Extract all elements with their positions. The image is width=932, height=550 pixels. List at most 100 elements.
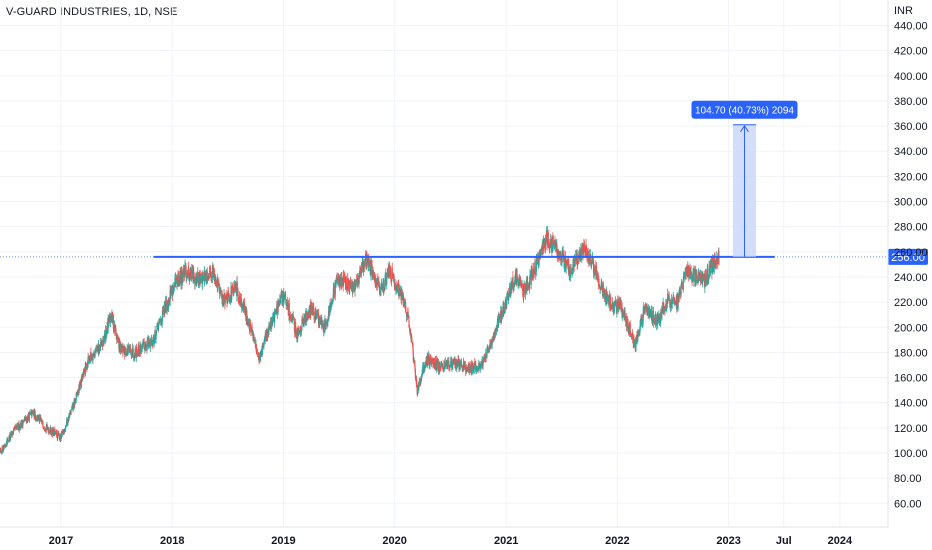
y-tick-label: 140.00: [894, 398, 928, 410]
candle-body: [300, 331, 302, 334]
candle-body: [488, 347, 491, 351]
candle-body: [472, 366, 475, 369]
candle-body: [157, 322, 159, 328]
candle-body: [511, 284, 513, 290]
candle-body: [629, 323, 631, 334]
candle-body: [25, 418, 28, 422]
candle-body: [393, 279, 395, 288]
candle-body: [558, 250, 560, 259]
candle-body: [320, 317, 322, 319]
candle-body: [308, 307, 310, 317]
candle-body: [381, 284, 383, 287]
candle-body: [166, 305, 168, 310]
candle-body: [522, 287, 525, 299]
candle-body: [382, 280, 384, 291]
candle-body: [613, 310, 615, 312]
candle-body: [422, 367, 424, 375]
grid-lines: [0, 0, 888, 527]
candle-body: [398, 283, 400, 291]
x-tick-label: 2024: [828, 535, 853, 547]
candle-body: [196, 271, 198, 274]
candle-body: [434, 359, 437, 369]
candle-body: [709, 269, 711, 275]
candle-body: [202, 273, 204, 280]
candle-body: [246, 311, 248, 322]
candle-body: [415, 376, 417, 384]
candle-body: [228, 298, 231, 301]
candle-body: [175, 278, 177, 284]
candle-body: [301, 318, 303, 328]
candle-body: [593, 271, 595, 274]
candle-body: [279, 298, 282, 303]
y-tick-label: 160.00: [894, 373, 928, 385]
candle-body: [456, 360, 458, 365]
candle-body: [496, 321, 498, 331]
candle-body: [121, 348, 123, 352]
candle-body: [604, 293, 607, 302]
candle-body: [15, 426, 17, 427]
candle-body: [326, 319, 328, 326]
candle-body: [492, 335, 495, 338]
candle-body: [84, 363, 86, 375]
candle-body: [705, 275, 708, 277]
candle-body: [206, 279, 209, 281]
candle-body: [479, 365, 481, 369]
candle-body: [417, 385, 419, 388]
candle-body: [276, 305, 278, 309]
candle-body: [710, 264, 712, 266]
candle-body: [340, 277, 342, 285]
candle-body: [459, 362, 461, 370]
candle-body: [77, 390, 79, 394]
candle-body: [663, 306, 665, 311]
candle-body: [565, 260, 568, 265]
candle-body: [418, 381, 420, 390]
candle-body: [484, 356, 486, 359]
candle-body: [412, 346, 414, 351]
candle-body: [514, 279, 516, 286]
candle-body: [386, 272, 388, 274]
candle-body: [270, 319, 272, 326]
candle-body: [522, 284, 524, 292]
candle-body: [542, 244, 544, 252]
candle-body: [183, 274, 186, 276]
candle-body: [290, 317, 292, 318]
candle-body: [255, 344, 257, 352]
candle-body: [90, 351, 92, 357]
candle-body: [269, 326, 271, 329]
candle-body: [601, 287, 604, 291]
candle-body: [333, 287, 335, 295]
candle-body: [117, 338, 119, 339]
candle-body: [460, 361, 463, 367]
candle-body: [480, 361, 482, 364]
candle-body: [315, 311, 317, 319]
candle-body: [579, 249, 581, 251]
candle-body: [440, 362, 443, 365]
candle-body: [618, 299, 620, 307]
candle-body: [272, 315, 274, 324]
candle-body: [57, 432, 59, 436]
candle-body: [303, 318, 305, 324]
candle-body: [310, 301, 312, 314]
candle-body: [103, 333, 106, 338]
candle-body: [610, 308, 612, 310]
candle-body: [104, 329, 107, 340]
candle-body: [524, 285, 526, 295]
y-tick-label: 220.00: [894, 297, 928, 309]
candle-body: [698, 276, 700, 280]
candle-body: [239, 298, 242, 306]
candle-body: [670, 299, 672, 308]
candle-body: [68, 415, 70, 421]
candle-body: [475, 362, 477, 371]
candle-body: [23, 418, 26, 420]
candle-body: [623, 310, 626, 317]
candle-body: [113, 327, 115, 329]
candle-body: [28, 413, 30, 422]
candle-body: [453, 361, 455, 363]
candle-body: [267, 331, 269, 337]
candle-body: [47, 427, 49, 430]
candle-body: [377, 278, 379, 285]
candle-body: [467, 366, 469, 370]
candle-body: [55, 431, 57, 433]
candle-body: [94, 351, 96, 357]
